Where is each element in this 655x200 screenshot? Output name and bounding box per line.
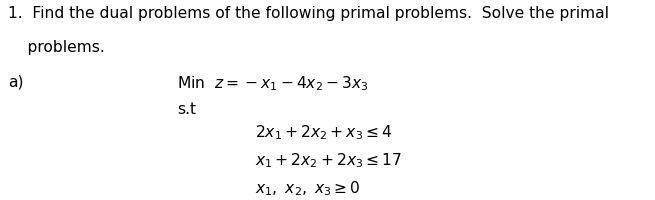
Text: a): a) <box>8 74 24 89</box>
Text: $x_1 + 2x_2 + 2x_3 \leq 17$: $x_1 + 2x_2 + 2x_3 \leq 17$ <box>255 151 403 169</box>
Text: s.t: s.t <box>177 101 196 116</box>
Text: $2x_1 + 2x_2 + x_3 \leq 4$: $2x_1 + 2x_2 + x_3 \leq 4$ <box>255 123 393 141</box>
Text: Min  $z = -x_1 - 4x_2 - 3x_3$: Min $z = -x_1 - 4x_2 - 3x_3$ <box>177 74 368 93</box>
Text: $x_1,\ x_2,\ x_3 \geq 0$: $x_1,\ x_2,\ x_3 \geq 0$ <box>255 179 361 197</box>
Text: 1.  Find the dual problems of the following primal problems.  Solve the primal: 1. Find the dual problems of the followi… <box>8 6 609 21</box>
Text: problems.: problems. <box>8 40 105 55</box>
